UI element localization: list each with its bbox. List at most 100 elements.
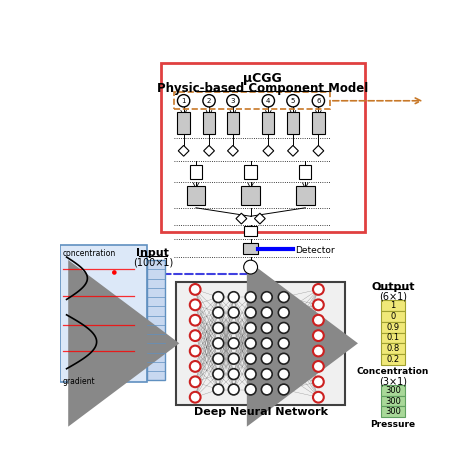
Circle shape [228,384,239,395]
Circle shape [112,270,117,275]
Circle shape [213,307,224,318]
Circle shape [261,369,272,380]
Circle shape [190,361,201,372]
Circle shape [213,322,224,333]
FancyBboxPatch shape [381,343,405,354]
Text: Deep Neural Network: Deep Neural Network [194,407,328,417]
Circle shape [278,369,289,380]
FancyBboxPatch shape [287,112,299,134]
Circle shape [278,384,289,395]
Circle shape [228,307,239,318]
FancyBboxPatch shape [241,186,260,205]
Circle shape [213,353,224,364]
Circle shape [190,392,201,402]
Text: (3×1): (3×1) [379,376,407,386]
Polygon shape [313,146,324,156]
Text: 300: 300 [385,407,401,416]
FancyBboxPatch shape [187,186,205,205]
Text: 0: 0 [391,312,396,321]
Circle shape [313,376,324,387]
Circle shape [278,307,289,318]
FancyBboxPatch shape [176,282,346,405]
Text: 1: 1 [182,98,186,104]
Circle shape [190,300,201,310]
Text: 5: 5 [291,98,295,104]
Text: Input: Input [137,248,169,258]
FancyBboxPatch shape [227,112,239,134]
Circle shape [213,384,224,395]
Circle shape [245,353,256,364]
Polygon shape [263,146,273,156]
Circle shape [261,322,272,333]
FancyBboxPatch shape [381,322,405,333]
FancyBboxPatch shape [381,354,405,365]
Text: 3: 3 [231,98,235,104]
Circle shape [190,376,201,387]
FancyBboxPatch shape [190,164,202,179]
Text: 300: 300 [385,397,401,406]
FancyBboxPatch shape [381,396,405,407]
Text: gradient: gradient [63,377,95,386]
Text: 1: 1 [391,301,396,310]
Text: 0.2: 0.2 [386,355,400,364]
Circle shape [313,392,324,402]
Text: μCGG: μCGG [243,72,282,85]
Circle shape [190,315,201,326]
Text: 0.9: 0.9 [386,323,400,332]
Circle shape [213,369,224,380]
Circle shape [313,315,324,326]
Circle shape [190,346,201,356]
Text: Physic-based Component Model: Physic-based Component Model [156,82,368,95]
Text: 0.1: 0.1 [386,333,400,342]
Polygon shape [178,146,189,156]
Circle shape [245,338,256,349]
FancyBboxPatch shape [203,112,215,134]
Circle shape [278,292,289,302]
Polygon shape [255,213,265,224]
Circle shape [190,330,201,341]
Circle shape [203,95,215,107]
Circle shape [245,322,256,333]
Text: 6: 6 [316,98,320,104]
FancyBboxPatch shape [243,243,258,254]
FancyBboxPatch shape [296,186,315,205]
FancyBboxPatch shape [381,407,405,417]
FancyBboxPatch shape [61,245,146,382]
Circle shape [261,384,272,395]
FancyBboxPatch shape [381,333,405,343]
Circle shape [262,95,274,107]
Polygon shape [228,146,238,156]
Circle shape [313,346,324,356]
Circle shape [312,95,325,107]
Circle shape [278,322,289,333]
Circle shape [227,95,239,107]
Circle shape [313,300,324,310]
Text: 300: 300 [385,386,401,395]
FancyBboxPatch shape [161,63,365,232]
Text: 0.8: 0.8 [386,344,400,353]
Text: 4: 4 [266,98,271,104]
Circle shape [213,292,224,302]
Circle shape [228,292,239,302]
FancyBboxPatch shape [299,164,311,179]
Circle shape [261,353,272,364]
FancyBboxPatch shape [146,260,165,380]
Circle shape [261,307,272,318]
Circle shape [228,322,239,333]
FancyBboxPatch shape [381,385,405,396]
FancyBboxPatch shape [262,112,274,134]
Circle shape [244,260,257,274]
Text: Pressure: Pressure [371,419,416,428]
Circle shape [190,284,201,295]
Text: (6×1): (6×1) [379,292,407,302]
Circle shape [313,330,324,341]
Text: Concentration: Concentration [357,367,429,376]
FancyBboxPatch shape [381,300,405,311]
FancyBboxPatch shape [177,112,190,134]
Polygon shape [288,146,298,156]
Text: Output: Output [371,282,415,292]
FancyBboxPatch shape [312,112,325,134]
Circle shape [245,384,256,395]
Circle shape [213,338,224,349]
Circle shape [313,361,324,372]
